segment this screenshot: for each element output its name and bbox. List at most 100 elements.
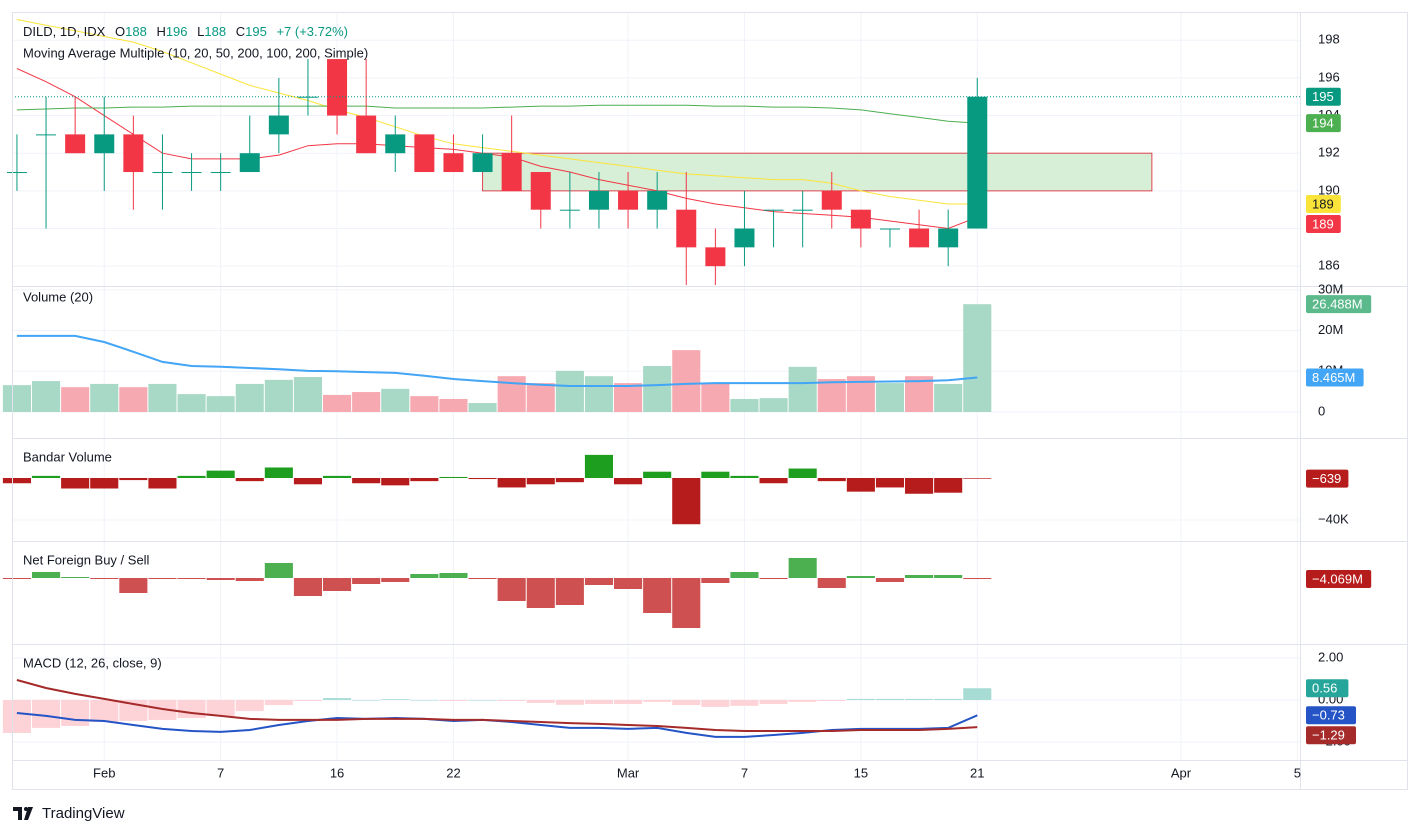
candle-body [647,190,668,210]
candle-body [123,134,144,173]
ohlc-label: O [115,24,125,39]
histogram-bar [584,699,614,704]
candle-body [967,96,988,229]
line-series [16,68,978,230]
line-series [16,104,978,124]
label-layer: Feb71622Mar71521Apr518618819019219419619… [93,32,1372,780]
bar [90,477,119,489]
candle-body [414,134,435,173]
pane-title: MACD (12, 26, close, 9) [23,655,162,670]
logo-mark [24,807,28,811]
bar [555,370,584,413]
last-value-label: −4.069M [1312,571,1363,586]
bar [439,476,468,478]
bar [352,578,381,584]
bar [381,578,410,582]
bar [905,575,934,578]
candle-body [821,190,842,210]
bar [177,394,206,413]
ohlc-value: 196 [166,24,188,39]
last-value-label: −1.29 [1312,728,1345,743]
bar [90,383,119,413]
bar [439,573,468,578]
bar [119,387,148,413]
y-tick-label: 0 [1318,403,1325,418]
candle-body [559,209,580,211]
histogram-bar [526,699,555,703]
bar [875,578,905,582]
bar [61,577,90,578]
bar [293,377,323,413]
y-tick-label: 30M [1318,281,1343,296]
bar [497,477,526,488]
candle-body [268,115,289,135]
bar [934,477,963,493]
bar [119,578,148,593]
bar [672,578,701,628]
candle-body [327,59,348,116]
bar [963,304,992,413]
bar [526,383,555,413]
candle-body [734,228,755,248]
bar [730,398,759,413]
chart-frame [12,12,1408,790]
bar [31,475,61,478]
histogram-bar [410,699,439,701]
mark-layer [2,19,1300,738]
candle-body [792,209,813,211]
symbol: DILD, 1D, IDX [23,24,106,39]
bar [555,477,584,483]
candle-body [94,134,115,154]
bar [381,477,410,486]
bar [788,558,817,578]
histogram-bar [846,698,875,700]
legend-header: DILD, 1D, IDX O188 H196 L188 C195 +7 (+3… [23,24,348,39]
last-value-box [1306,706,1356,725]
bar [235,383,264,413]
ohlc-label: H [156,24,165,39]
ohlc-label: C [236,24,245,39]
pane-title: Bandar Volume [23,449,112,464]
histogram-bar [555,699,584,705]
bar [963,477,992,479]
line-series [16,679,978,732]
last-value-box [1306,87,1341,106]
last-value-label: 195 [1312,89,1334,104]
bar [701,471,730,478]
bar [730,572,759,578]
candle-body [763,209,784,211]
x-tick-label: 16 [330,765,344,780]
last-value-label: −639 [1312,471,1341,486]
histogram-bar [293,699,323,702]
pane-title: Moving Average Multiple (10, 20, 50, 200… [23,45,368,60]
histogram-bar [730,699,759,706]
candle-body [879,228,900,230]
last-value-label: 189 [1312,196,1334,211]
histogram-bar [352,699,381,701]
candle-body [676,209,697,248]
bar [788,366,817,413]
candle-body [152,172,173,174]
bar [468,578,497,579]
ohlc-value: 195 [245,24,267,39]
bar [643,366,672,413]
x-tick-label: 5 [1294,765,1301,780]
last-value-label: 26.488M [1312,297,1363,312]
bar [846,477,875,492]
bar [293,477,323,485]
last-value-box [1306,368,1364,387]
bar [555,578,584,605]
bar [352,392,381,413]
logo-mark [13,807,22,820]
bar [672,350,701,413]
last-value-box [1306,726,1356,745]
histogram-bar [934,698,963,700]
candle-body [36,134,57,136]
bar [526,578,555,608]
candle-body [530,172,551,210]
bar [206,578,235,580]
candle-body [385,134,406,154]
bar [614,578,643,589]
last-value-label: 8.465M [1312,370,1355,385]
y-tick-label: −40K [1318,511,1349,526]
